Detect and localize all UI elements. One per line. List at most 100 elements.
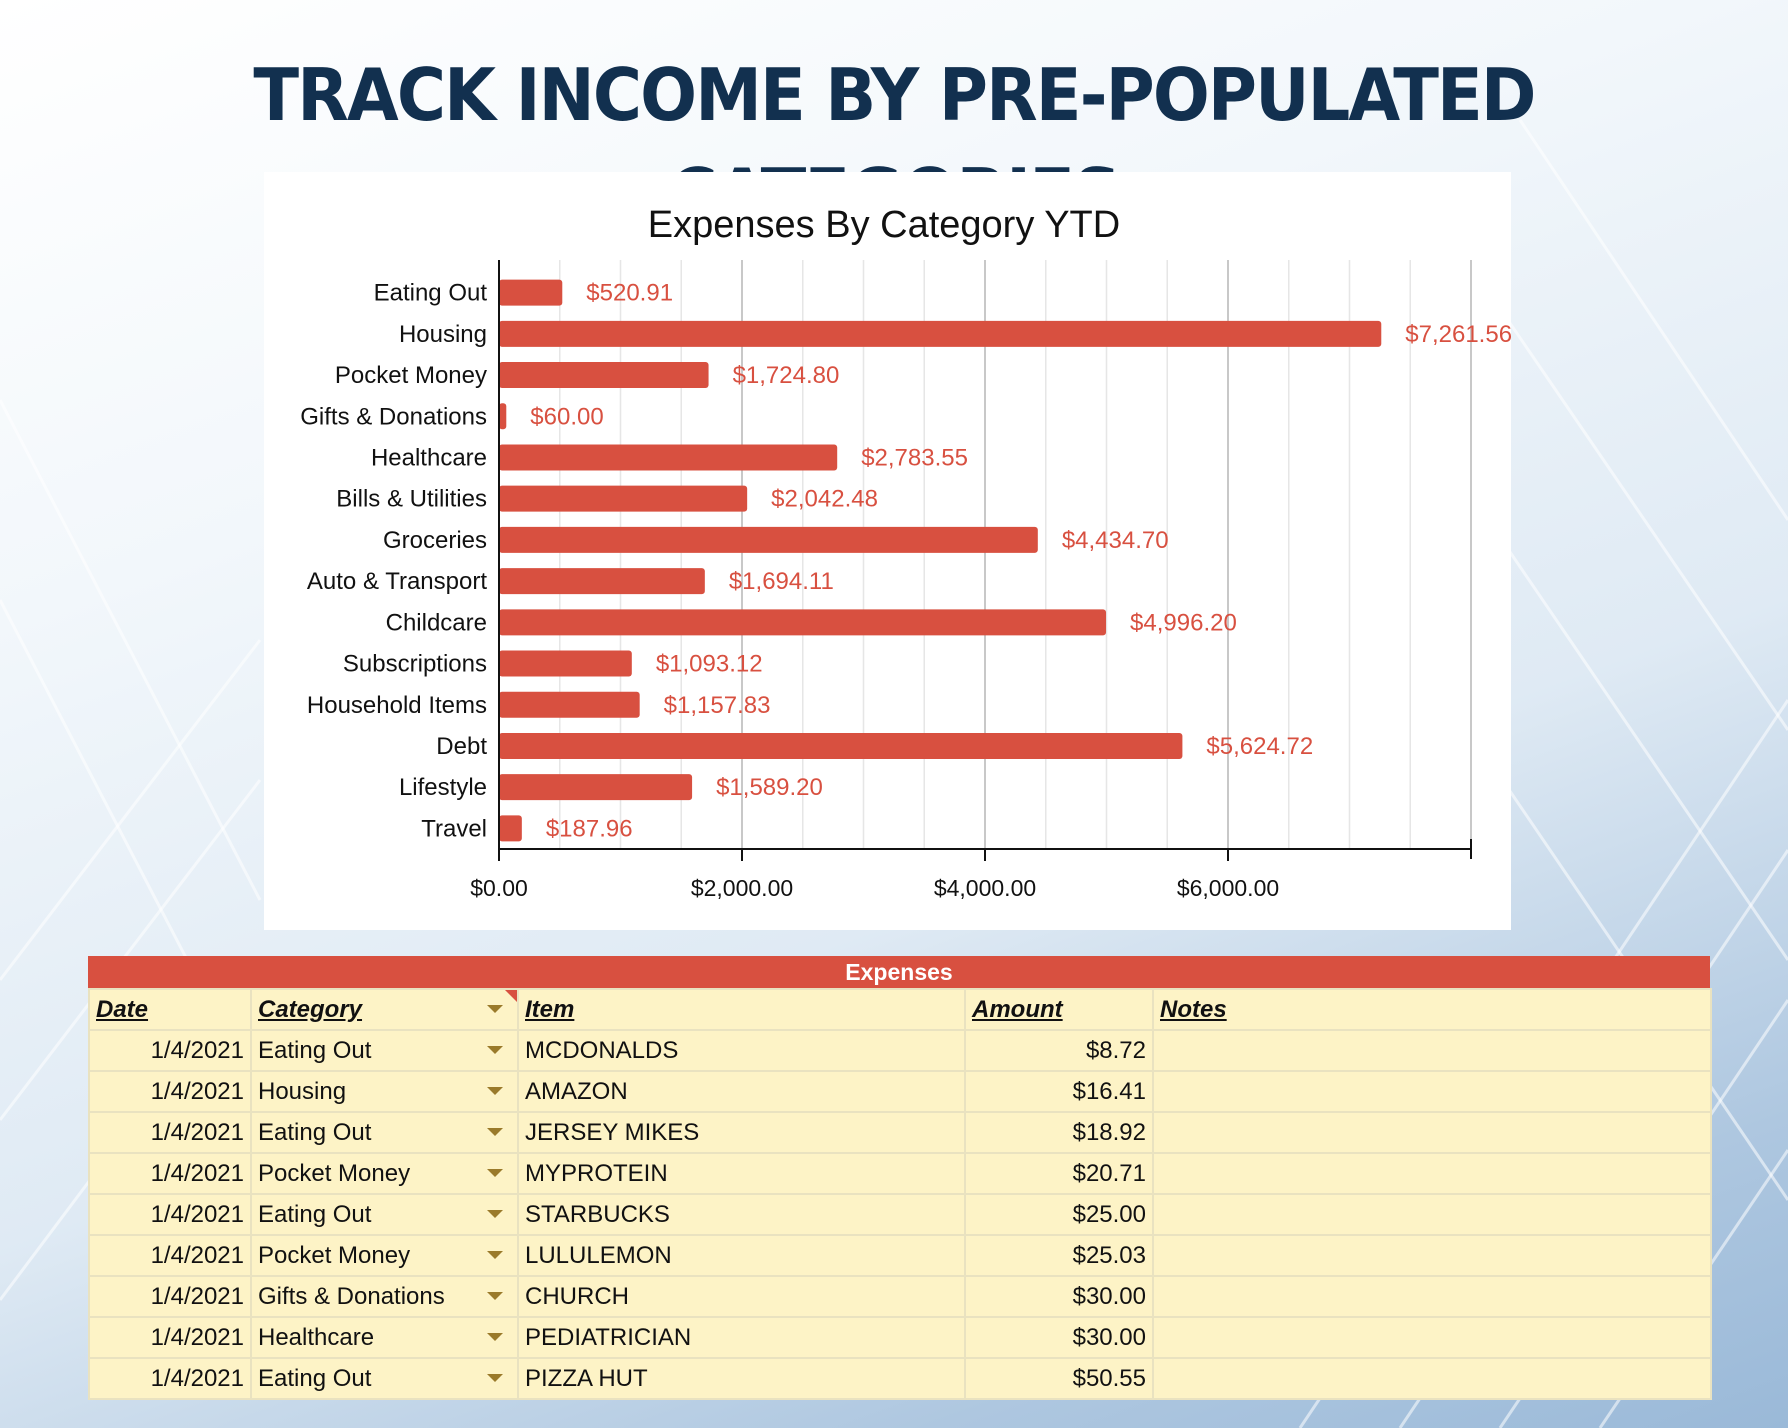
cell-category[interactable]: Housing bbox=[250, 1070, 519, 1113]
cell-amount[interactable]: $16.41 bbox=[964, 1070, 1154, 1113]
column-header-date[interactable]: Date bbox=[88, 988, 252, 1031]
value-label: $7,261.56 bbox=[1405, 321, 1511, 348]
cell-notes[interactable] bbox=[1152, 1316, 1712, 1359]
cell-item[interactable]: PEDIATRICIAN bbox=[517, 1316, 966, 1359]
bar-12 bbox=[499, 774, 693, 801]
cell-category[interactable]: Eating Out bbox=[250, 1357, 519, 1400]
category-label: Eating Out bbox=[374, 280, 488, 307]
bar-11 bbox=[499, 732, 1183, 759]
chart-x-axis: $0.00 $2,000.00 $4,000.00 $6,000.00 bbox=[470, 260, 1472, 901]
cell-amount[interactable]: $50.55 bbox=[964, 1357, 1154, 1400]
chart-card: Expenses By Category YTD Eating Out Housi… bbox=[264, 172, 1511, 930]
cell-category[interactable]: Eating Out bbox=[250, 1193, 519, 1236]
bar-10 bbox=[499, 691, 640, 718]
column-header-amount[interactable]: Amount bbox=[964, 988, 1154, 1031]
cell-category-value: Housing bbox=[258, 1077, 347, 1105]
value-label: $2,042.48 bbox=[771, 486, 878, 513]
value-label: $1,589.20 bbox=[716, 774, 823, 801]
cell-amount[interactable]: $30.00 bbox=[964, 1316, 1154, 1359]
category-label: Healthcare bbox=[371, 444, 487, 471]
cell-date[interactable]: 1/4/2021 bbox=[88, 1152, 252, 1195]
category-dropdown-icon[interactable] bbox=[487, 1169, 503, 1177]
x-tick-label: $4,000.00 bbox=[934, 875, 1036, 901]
cell-notes[interactable] bbox=[1152, 1234, 1712, 1277]
value-label: $1,093.12 bbox=[656, 651, 763, 678]
value-label: $5,624.72 bbox=[1206, 733, 1313, 760]
category-label: Gifts & Donations bbox=[300, 403, 487, 430]
cell-amount[interactable]: $18.92 bbox=[964, 1111, 1154, 1154]
category-dropdown-icon[interactable] bbox=[487, 1374, 503, 1382]
cell-date[interactable]: 1/4/2021 bbox=[88, 1316, 252, 1359]
cell-date[interactable]: 1/4/2021 bbox=[88, 1029, 252, 1072]
cell-date[interactable]: 1/4/2021 bbox=[88, 1193, 252, 1236]
chart-gridlines bbox=[559, 260, 1472, 849]
value-label: $4,996.20 bbox=[1130, 609, 1237, 636]
table-body: 1/4/2021 Eating Out MCDONALDS $8.72 1/4/2021… bbox=[88, 1029, 1712, 1400]
cell-date[interactable]: 1/4/2021 bbox=[88, 1234, 252, 1277]
table-row: 1/4/2021 Eating Out JERSEY MIKES $18.92 bbox=[88, 1111, 1712, 1154]
category-dropdown-icon[interactable] bbox=[487, 1087, 503, 1095]
category-dropdown-icon[interactable] bbox=[487, 1046, 503, 1054]
cell-amount[interactable]: $25.03 bbox=[964, 1234, 1154, 1277]
cell-item[interactable]: STARBUCKS bbox=[517, 1193, 966, 1236]
column-header-notes[interactable]: Notes bbox=[1152, 988, 1712, 1031]
cell-category[interactable]: Healthcare bbox=[250, 1316, 519, 1359]
cell-notes[interactable] bbox=[1152, 1152, 1712, 1195]
cell-notes[interactable] bbox=[1152, 1193, 1712, 1236]
cell-item[interactable]: MYPROTEIN bbox=[517, 1152, 966, 1195]
cell-category[interactable]: Eating Out bbox=[250, 1029, 519, 1072]
expenses-grid: Date Category Item Amount Notes 1/4/2021… bbox=[88, 988, 1712, 1400]
category-dropdown-icon[interactable] bbox=[487, 1251, 503, 1259]
column-header-category[interactable]: Category bbox=[250, 988, 519, 1031]
value-label: $2,783.55 bbox=[861, 444, 968, 471]
cell-category-value: Healthcare bbox=[258, 1323, 375, 1351]
cell-date[interactable]: 1/4/2021 bbox=[88, 1070, 252, 1113]
cell-notes[interactable] bbox=[1152, 1111, 1712, 1154]
category-dropdown-icon[interactable] bbox=[487, 1333, 503, 1341]
cell-notes[interactable] bbox=[1152, 1070, 1712, 1113]
cell-notes[interactable] bbox=[1152, 1357, 1712, 1400]
cell-category[interactable]: Pocket Money bbox=[250, 1152, 519, 1195]
cell-category-value: Gifts & Donations bbox=[258, 1282, 445, 1310]
table-row: 1/4/2021 Eating Out MCDONALDS $8.72 bbox=[88, 1029, 1712, 1072]
category-label: Lifestyle bbox=[399, 774, 487, 801]
cell-category[interactable]: Eating Out bbox=[250, 1111, 519, 1154]
cell-amount[interactable]: $8.72 bbox=[964, 1029, 1154, 1072]
cell-date[interactable]: 1/4/2021 bbox=[88, 1275, 252, 1318]
cell-date[interactable]: 1/4/2021 bbox=[88, 1111, 252, 1154]
value-label: $1,694.11 bbox=[729, 568, 834, 595]
cell-notes[interactable] bbox=[1152, 1029, 1712, 1072]
bar-6 bbox=[499, 526, 1038, 553]
cell-item[interactable]: MCDONALDS bbox=[517, 1029, 966, 1072]
cell-category[interactable]: Gifts & Donations bbox=[250, 1275, 519, 1318]
cell-category[interactable]: Pocket Money bbox=[250, 1234, 519, 1277]
category-dropdown-icon[interactable] bbox=[487, 1292, 503, 1300]
cell-amount[interactable]: $25.00 bbox=[964, 1193, 1154, 1236]
value-label: $4,434.70 bbox=[1062, 527, 1169, 554]
chart-bars bbox=[499, 279, 1382, 842]
x-tick-label: $6,000.00 bbox=[1177, 875, 1279, 901]
cell-category-value: Eating Out bbox=[258, 1200, 372, 1228]
cell-item[interactable]: CHURCH bbox=[517, 1275, 966, 1318]
cell-category-value: Eating Out bbox=[258, 1036, 372, 1064]
category-label: Pocket Money bbox=[335, 362, 487, 389]
cell-item[interactable]: PIZZA HUT bbox=[517, 1357, 966, 1400]
cell-item[interactable]: JERSEY MIKES bbox=[517, 1111, 966, 1154]
cell-category-value: Eating Out bbox=[258, 1364, 372, 1392]
cell-item[interactable]: LULULEMON bbox=[517, 1234, 966, 1277]
category-dropdown-icon[interactable] bbox=[487, 1210, 503, 1218]
value-label: $60.00 bbox=[530, 403, 603, 430]
cell-amount[interactable]: $30.00 bbox=[964, 1275, 1154, 1318]
comment-indicator-icon bbox=[505, 991, 516, 1002]
bar-5 bbox=[499, 485, 748, 512]
filter-dropdown-icon[interactable] bbox=[487, 1005, 503, 1013]
cell-notes[interactable] bbox=[1152, 1275, 1712, 1318]
category-dropdown-icon[interactable] bbox=[487, 1128, 503, 1136]
cell-amount[interactable]: $20.71 bbox=[964, 1152, 1154, 1195]
expenses-bar-chart: Expenses By Category YTD Eating Out Housi… bbox=[300, 204, 1511, 901]
cell-item[interactable]: AMAZON bbox=[517, 1070, 966, 1113]
column-header-item[interactable]: Item bbox=[517, 988, 966, 1031]
chart-category-labels: Eating Out Housing Pocket Money Gifts & Don… bbox=[300, 280, 487, 843]
cell-category-value: Eating Out bbox=[258, 1118, 372, 1146]
cell-date[interactable]: 1/4/2021 bbox=[88, 1357, 252, 1400]
